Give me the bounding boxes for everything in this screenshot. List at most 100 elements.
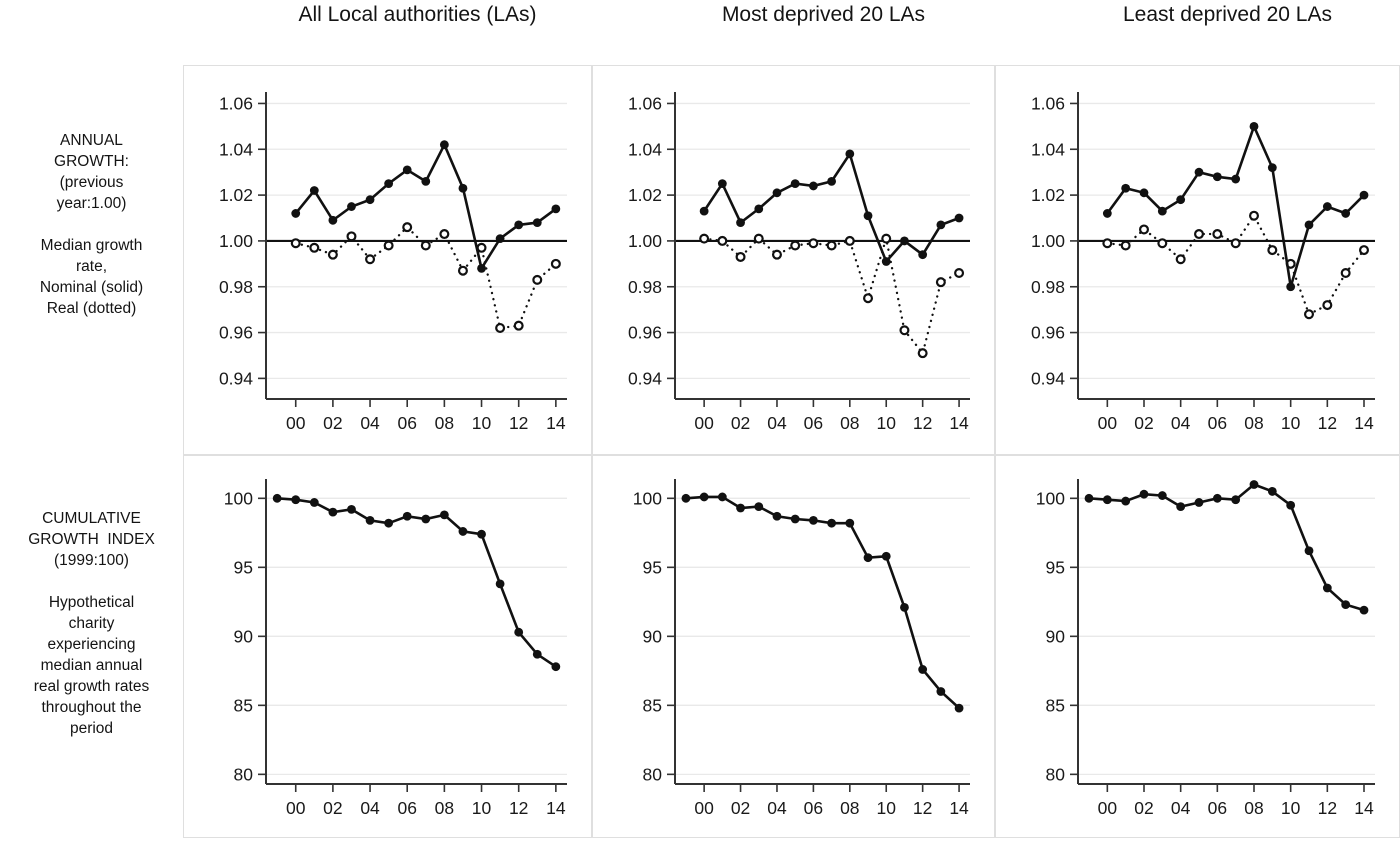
svg-text:95: 95 xyxy=(234,557,253,577)
svg-text:10: 10 xyxy=(877,798,897,818)
svg-text:14: 14 xyxy=(949,798,969,818)
svg-text:12: 12 xyxy=(1318,413,1337,433)
svg-text:00: 00 xyxy=(694,798,714,818)
chart-panel-annual-least-deprived: 0.94 0.96 0.98 1.00 1.02 1.04 1.06 00 02 04 06 08 10… xyxy=(995,65,1400,455)
svg-text:95: 95 xyxy=(1046,557,1065,577)
annual-growth-chart-least-deprived: 0.94 0.96 0.98 1.00 1.02 1.04 1.06 00 02 04 06 08 10… xyxy=(1031,92,1375,433)
svg-text:04: 04 xyxy=(360,798,380,818)
svg-text:0.94: 0.94 xyxy=(628,369,662,389)
svg-text:08: 08 xyxy=(435,798,454,818)
svg-text:0.98: 0.98 xyxy=(1031,277,1065,297)
svg-text:12: 12 xyxy=(509,413,528,433)
svg-text:90: 90 xyxy=(1046,626,1066,646)
svg-text:1.00: 1.00 xyxy=(219,231,253,251)
svg-text:02: 02 xyxy=(323,798,342,818)
svg-text:0.94: 0.94 xyxy=(219,369,253,389)
svg-text:06: 06 xyxy=(1208,413,1227,433)
svg-text:1.00: 1.00 xyxy=(628,231,662,251)
svg-text:14: 14 xyxy=(546,798,566,818)
svg-text:04: 04 xyxy=(767,798,787,818)
svg-text:85: 85 xyxy=(1046,695,1065,715)
cumulative-index-chart-most-deprived: 80 85 90 95 100 00 02 04 06 08 10 12 14 xyxy=(633,479,970,818)
svg-text:10: 10 xyxy=(1281,413,1301,433)
svg-text:100: 100 xyxy=(224,488,253,508)
svg-text:12: 12 xyxy=(913,798,932,818)
svg-text:1.04: 1.04 xyxy=(1031,139,1065,159)
svg-text:06: 06 xyxy=(397,798,416,818)
chart-panel-cumulative-least-deprived: 80 85 90 95 100 00 02 04 06 08 10 12 14 xyxy=(995,455,1400,838)
svg-text:06: 06 xyxy=(804,798,823,818)
svg-text:10: 10 xyxy=(472,798,492,818)
svg-text:0.98: 0.98 xyxy=(219,277,253,297)
svg-text:06: 06 xyxy=(804,413,823,433)
svg-text:1.00: 1.00 xyxy=(1031,231,1065,251)
svg-text:08: 08 xyxy=(840,413,859,433)
svg-text:100: 100 xyxy=(1036,488,1065,508)
row-label-cumulative-index: CUMULATIVE GROWTH INDEX (1999:100) Hypot… xyxy=(28,510,155,737)
svg-text:08: 08 xyxy=(1244,413,1263,433)
svg-text:14: 14 xyxy=(546,413,566,433)
svg-text:04: 04 xyxy=(767,413,787,433)
svg-text:1.02: 1.02 xyxy=(628,185,662,205)
svg-text:04: 04 xyxy=(1171,798,1191,818)
svg-text:0.98: 0.98 xyxy=(628,277,662,297)
svg-text:80: 80 xyxy=(1046,764,1066,784)
svg-text:12: 12 xyxy=(509,798,528,818)
svg-text:00: 00 xyxy=(286,798,306,818)
svg-text:1.04: 1.04 xyxy=(628,139,662,159)
svg-text:0.96: 0.96 xyxy=(628,323,662,343)
annual-growth-chart-most-deprived: 0.94 0.96 0.98 1.00 1.02 1.04 1.06 00 02 04 06 08 10… xyxy=(628,92,970,433)
svg-text:95: 95 xyxy=(643,557,662,577)
cumulative-index-chart-all-las: 80 85 90 95 100 00 02 04 06 08 10 12 14 xyxy=(224,479,567,818)
svg-text:08: 08 xyxy=(1244,798,1263,818)
chart-panel-cumulative-most-deprived: 80 85 90 95 100 00 02 04 06 08 10 12 14 xyxy=(592,455,995,838)
svg-text:1.06: 1.06 xyxy=(219,94,253,114)
column-title-most-deprived: Most deprived 20 LAs xyxy=(721,3,926,26)
svg-text:00: 00 xyxy=(1098,798,1118,818)
svg-text:100: 100 xyxy=(633,488,662,508)
svg-text:85: 85 xyxy=(234,695,253,715)
svg-text:1.06: 1.06 xyxy=(628,94,662,114)
svg-text:0.96: 0.96 xyxy=(219,323,253,343)
svg-text:90: 90 xyxy=(643,626,663,646)
svg-text:00: 00 xyxy=(286,413,306,433)
svg-text:08: 08 xyxy=(840,798,859,818)
chart-panel-annual-most-deprived: 0.94 0.96 0.98 1.00 1.02 1.04 1.06 00 02 04 06 08 10… xyxy=(592,65,995,455)
svg-text:10: 10 xyxy=(877,413,897,433)
svg-text:80: 80 xyxy=(234,764,254,784)
svg-text:0.96: 0.96 xyxy=(1031,323,1065,343)
svg-text:02: 02 xyxy=(1134,798,1153,818)
svg-text:14: 14 xyxy=(1354,413,1374,433)
svg-text:1.02: 1.02 xyxy=(219,185,253,205)
svg-text:90: 90 xyxy=(234,626,254,646)
svg-text:1.06: 1.06 xyxy=(1031,94,1065,114)
svg-text:80: 80 xyxy=(643,764,663,784)
svg-text:00: 00 xyxy=(694,413,714,433)
svg-text:06: 06 xyxy=(1208,798,1227,818)
svg-text:10: 10 xyxy=(472,413,492,433)
svg-text:02: 02 xyxy=(731,413,750,433)
svg-text:02: 02 xyxy=(1134,413,1153,433)
svg-text:12: 12 xyxy=(913,413,932,433)
svg-text:06: 06 xyxy=(397,413,416,433)
column-title-least-deprived: Least deprived 20 LAs xyxy=(1123,3,1332,26)
svg-text:0.94: 0.94 xyxy=(1031,369,1065,389)
cumulative-index-chart-least-deprived: 80 85 90 95 100 00 02 04 06 08 10 12 14 xyxy=(1036,479,1375,818)
svg-text:04: 04 xyxy=(360,413,380,433)
svg-text:1.02: 1.02 xyxy=(1031,185,1065,205)
svg-text:02: 02 xyxy=(731,798,750,818)
annual-growth-chart-all-las: 0.94 0.96 0.98 1.00 1.02 1.04 1.06 00 02 04 06 08 10… xyxy=(219,92,567,433)
chart-panel-cumulative-all-las: 80 85 90 95 100 00 02 04 06 08 10 12 14 xyxy=(183,455,592,838)
svg-text:10: 10 xyxy=(1281,798,1301,818)
svg-text:14: 14 xyxy=(1354,798,1374,818)
svg-text:85: 85 xyxy=(643,695,662,715)
svg-text:08: 08 xyxy=(435,413,454,433)
column-title-all-las: All Local authorities (LAs) xyxy=(298,3,537,26)
chart-panel-annual-all-las: 0.94 0.96 0.98 1.00 1.02 1.04 1.06 00 02 04 06 08 10… xyxy=(183,65,592,455)
svg-text:1.04: 1.04 xyxy=(219,139,253,159)
svg-text:12: 12 xyxy=(1318,798,1337,818)
svg-text:02: 02 xyxy=(323,413,342,433)
svg-text:04: 04 xyxy=(1171,413,1191,433)
row-label-annual-growth: ANNUAL GROWTH: (previous year:1.00) Medi… xyxy=(39,132,144,317)
